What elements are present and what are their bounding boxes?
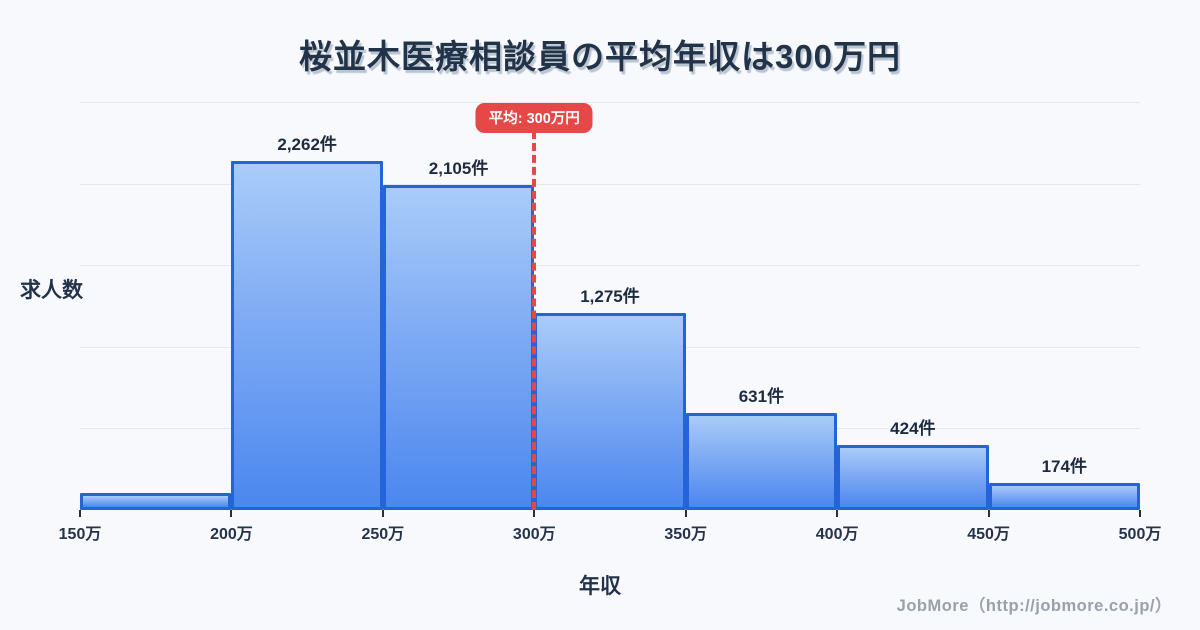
x-tick-label: 500万 xyxy=(1118,526,1162,543)
bar-value-label: 1,275件 xyxy=(580,287,640,306)
x-axis-tick xyxy=(1139,510,1141,517)
bar-value-label: 2,262件 xyxy=(277,135,337,154)
x-tick-label: 250万 xyxy=(361,526,405,543)
bar-value-label: 424件 xyxy=(890,419,936,438)
histogram-bar-250万-300万 xyxy=(382,185,535,510)
x-tick-label: 150万 xyxy=(58,526,102,543)
x-tick-label: 350万 xyxy=(664,526,708,543)
x-tick-label: 300万 xyxy=(512,526,556,543)
histogram-bar-150万-200万 xyxy=(80,493,232,510)
x-axis-tick xyxy=(381,510,384,517)
x-axis-tick xyxy=(836,510,839,517)
gridline xyxy=(80,102,1140,103)
y-axis-label: 求人数 xyxy=(20,279,83,302)
x-tick-label: 400万 xyxy=(815,526,859,543)
histogram-bar-400万-450万 xyxy=(837,445,989,510)
x-tick-label: 450万 xyxy=(967,526,1010,543)
x-axis-tick xyxy=(533,510,536,517)
page-title: 桜並木医療相談員の平均年収は300万円 xyxy=(298,38,902,75)
average-badge: 平均: 300万円 xyxy=(475,103,593,133)
bar-value-label: 631件 xyxy=(738,387,785,406)
footer-credit: JobMore（http://jobmore.co.jp/） xyxy=(896,597,1172,615)
histogram-bar-450万-500万 xyxy=(988,483,1140,510)
gridline xyxy=(80,183,1140,185)
x-axis-tick xyxy=(987,510,990,517)
x-axis-tick xyxy=(79,510,81,517)
histogram-bar-300万-350万 xyxy=(534,313,686,510)
histogram-bar-200万-250万 xyxy=(231,161,383,510)
average-line xyxy=(532,131,537,510)
x-axis-label: 年収 xyxy=(579,575,621,598)
histogram-plot-area: 2,262件 2,105件 1,275件 631件 424件 174件 150万 200万 25… xyxy=(59,102,1161,543)
histogram-bar-350万-400万 xyxy=(685,413,838,510)
x-axis-tick xyxy=(230,510,233,517)
gridline xyxy=(80,265,1140,267)
x-axis-tick xyxy=(684,510,687,517)
bar-value-label: 174件 xyxy=(1041,457,1087,476)
bar-value-label: 2,105件 xyxy=(428,159,489,178)
x-tick-label: 200万 xyxy=(210,526,253,543)
